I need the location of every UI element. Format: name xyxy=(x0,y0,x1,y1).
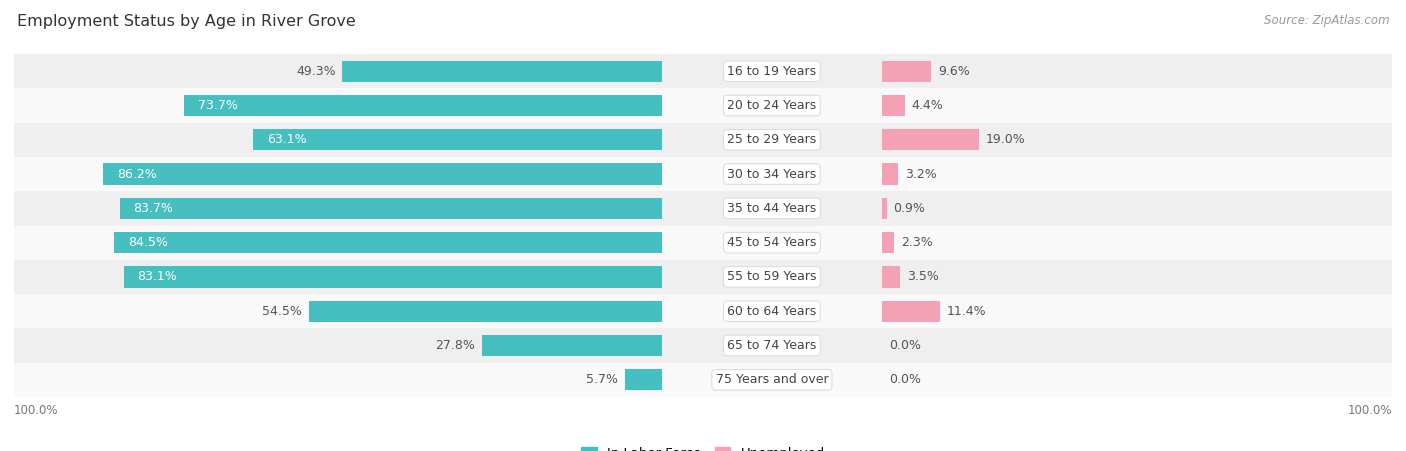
Bar xyxy=(882,198,887,219)
Text: 84.5%: 84.5% xyxy=(128,236,169,249)
Bar xyxy=(343,60,662,82)
Bar xyxy=(882,163,898,185)
Bar xyxy=(882,60,931,82)
Text: 2.3%: 2.3% xyxy=(901,236,932,249)
Bar xyxy=(120,198,662,219)
Bar xyxy=(14,328,1392,363)
Text: 9.6%: 9.6% xyxy=(938,65,970,78)
Text: 3.5%: 3.5% xyxy=(907,271,939,283)
Bar xyxy=(882,300,941,322)
Bar xyxy=(14,363,1392,397)
Text: 0.0%: 0.0% xyxy=(889,339,921,352)
Text: 3.2%: 3.2% xyxy=(905,168,936,180)
Text: 100.0%: 100.0% xyxy=(1347,405,1392,418)
Text: 75 Years and over: 75 Years and over xyxy=(716,373,828,386)
Text: 86.2%: 86.2% xyxy=(117,168,157,180)
Text: 27.8%: 27.8% xyxy=(434,339,475,352)
Text: 65 to 74 Years: 65 to 74 Years xyxy=(727,339,817,352)
Text: 0.9%: 0.9% xyxy=(894,202,925,215)
Bar xyxy=(309,300,662,322)
Bar xyxy=(882,232,894,253)
Legend: In Labor Force, Unemployed: In Labor Force, Unemployed xyxy=(575,442,831,451)
Bar xyxy=(482,335,662,356)
Bar xyxy=(882,266,900,288)
Text: 5.7%: 5.7% xyxy=(586,373,617,386)
Text: 63.1%: 63.1% xyxy=(267,133,307,146)
Bar xyxy=(882,95,904,116)
Text: 49.3%: 49.3% xyxy=(295,65,336,78)
Bar xyxy=(14,157,1392,191)
Text: 45 to 54 Years: 45 to 54 Years xyxy=(727,236,817,249)
Text: 4.4%: 4.4% xyxy=(911,99,943,112)
Bar xyxy=(882,129,979,151)
Text: 19.0%: 19.0% xyxy=(986,133,1025,146)
Bar xyxy=(184,95,662,116)
Text: 54.5%: 54.5% xyxy=(262,305,302,318)
Text: Employment Status by Age in River Grove: Employment Status by Age in River Grove xyxy=(17,14,356,28)
Text: 20 to 24 Years: 20 to 24 Years xyxy=(727,99,817,112)
Bar xyxy=(14,294,1392,328)
Text: 25 to 29 Years: 25 to 29 Years xyxy=(727,133,817,146)
Text: 0.0%: 0.0% xyxy=(889,373,921,386)
Bar xyxy=(14,123,1392,157)
Text: 35 to 44 Years: 35 to 44 Years xyxy=(727,202,817,215)
Bar xyxy=(14,54,1392,88)
Bar xyxy=(14,260,1392,294)
Text: 73.7%: 73.7% xyxy=(198,99,238,112)
Text: Source: ZipAtlas.com: Source: ZipAtlas.com xyxy=(1264,14,1389,27)
Text: 83.7%: 83.7% xyxy=(134,202,173,215)
Bar xyxy=(14,226,1392,260)
Text: 83.1%: 83.1% xyxy=(138,271,177,283)
Bar xyxy=(14,191,1392,226)
Text: 16 to 19 Years: 16 to 19 Years xyxy=(727,65,817,78)
Text: 55 to 59 Years: 55 to 59 Years xyxy=(727,271,817,283)
Bar xyxy=(104,163,662,185)
Text: 60 to 64 Years: 60 to 64 Years xyxy=(727,305,817,318)
Text: 11.4%: 11.4% xyxy=(948,305,987,318)
Bar xyxy=(14,88,1392,123)
Bar xyxy=(624,369,662,391)
Bar xyxy=(124,266,662,288)
Bar xyxy=(253,129,662,151)
Text: 30 to 34 Years: 30 to 34 Years xyxy=(727,168,817,180)
Text: 100.0%: 100.0% xyxy=(14,405,59,418)
Bar xyxy=(114,232,662,253)
